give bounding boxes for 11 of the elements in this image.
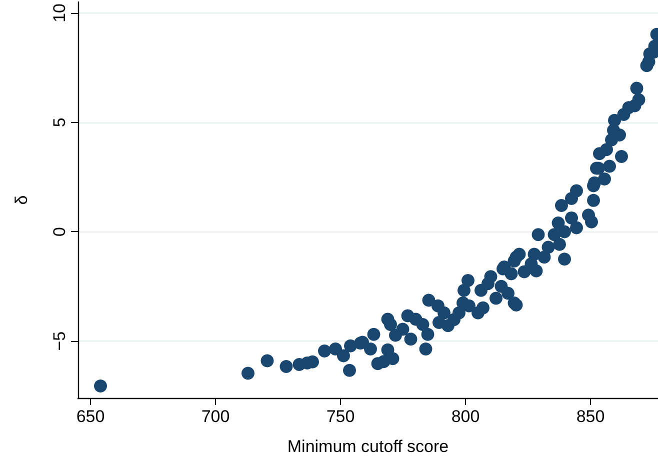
y-tick-label: −5 — [50, 331, 69, 351]
x-tick-label: 750 — [326, 407, 355, 426]
y-axis-title: δ — [12, 195, 31, 205]
y-tick-label: 5 — [50, 118, 69, 128]
y-tick-label: 0 — [50, 226, 69, 236]
x-tick-label: 850 — [576, 407, 605, 426]
x-tick-label: 650 — [76, 407, 105, 426]
y-tick-label: 10 — [50, 3, 69, 22]
x-axis-title: Minimum cutoff score — [287, 437, 449, 456]
x-tick-label: 700 — [201, 407, 230, 426]
x-tick-label: 800 — [451, 407, 480, 426]
